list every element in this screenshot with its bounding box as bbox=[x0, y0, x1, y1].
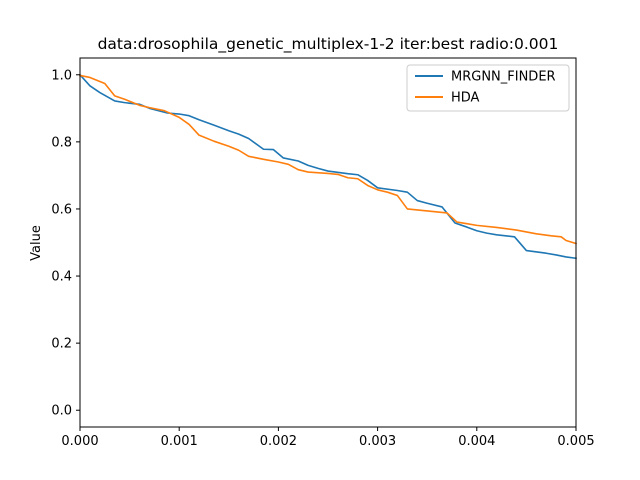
series-line-hda bbox=[79, 74, 577, 245]
x-tick-label: 0.005 bbox=[557, 434, 594, 449]
y-tick-label: 0.4 bbox=[51, 270, 72, 285]
legend-box bbox=[406, 64, 570, 112]
series-layer bbox=[78, 73, 577, 260]
x-tick-label: 0.001 bbox=[161, 434, 198, 449]
chart-title: data:drosophila_genetic_multiplex-1-2 it… bbox=[98, 35, 559, 54]
plot-frame bbox=[79, 57, 577, 428]
x-tick-label: 0.000 bbox=[61, 434, 98, 449]
x-tick-label: 0.002 bbox=[260, 434, 297, 449]
x-tick-label: 0.004 bbox=[458, 434, 495, 449]
y-tick-label: 1.0 bbox=[51, 68, 72, 83]
series-line-mrgnn-finder bbox=[78, 73, 577, 260]
y-tick-label: 0.8 bbox=[51, 135, 72, 150]
y-axis-label: Value bbox=[29, 225, 44, 261]
y-axis: 0.0 0.2 0.4 0.6 0.8 1.0 bbox=[51, 68, 80, 419]
legend: MRGNN_FINDER HDA bbox=[406, 64, 570, 112]
legend-label-mrgnn-finder: MRGNN_FINDER bbox=[451, 70, 556, 85]
y-tick-label: 0.6 bbox=[51, 202, 72, 217]
x-axis: 0.000 0.001 0.002 0.003 0.004 0.005 bbox=[61, 427, 595, 449]
legend-label-hda: HDA bbox=[451, 91, 480, 106]
y-tick-label: 0.2 bbox=[51, 337, 72, 352]
x-tick-label: 0.003 bbox=[359, 434, 396, 449]
y-tick-label: 0.0 bbox=[51, 404, 72, 419]
